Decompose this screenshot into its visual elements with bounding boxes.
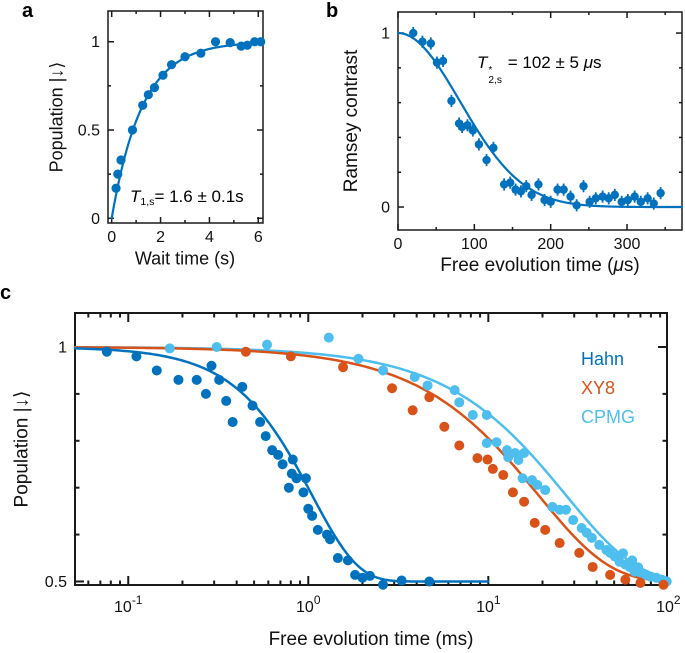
panel-c-xtick-label: 100 [296,593,321,616]
panel-a-xtick-label: 4 [205,229,214,246]
panel-c-series-hahn [101,346,435,590]
panel-b-xtick-label: 100 [461,236,488,253]
panel-b-xtick-label: 0 [394,236,403,253]
panel-b-xlabel: Free evolution time (μs) [440,255,640,276]
panel-c-fit-hahn [73,347,490,583]
panel-c-ylabel: Population |↓⟩ [11,390,33,508]
panel-a-letter: a [22,0,34,22]
legend-item-xy8: XY8 [581,378,616,398]
panel-a-series-spin-relaxation-data [111,37,266,193]
panel-a-ylabel: Population |↓⟩ [46,61,67,173]
panel-c-letter: c [0,282,12,304]
panel-a-xtick-label: 0 [107,229,116,246]
panel-b-series-ramsey-data [409,26,665,212]
panel-c-xtick-label: 102 [656,593,681,616]
panel-a-ytick-label: 1 [91,34,100,51]
panel-c-ytick-label: 0.5 [45,574,67,591]
panel-a-ytick-label: 0 [91,211,100,228]
panel-b-ytick-label: 1 [381,26,390,43]
panel-a-annotation: T1,s= 1.6 ± 0.1s [130,187,244,209]
panel-a-xtick-label: 6 [254,229,263,246]
panel-c-xtick-label: 10-1 [114,593,143,616]
panel-b-xtick-label: 200 [537,236,564,253]
panel-b-fit-ramsey-data [396,31,684,209]
panel-c-xtick-label: 101 [476,593,501,616]
panel-b-axes: 0 100 200 300 0 1 [381,11,684,253]
legend-item-hahn: Hahn [581,349,625,369]
panel-a-axes: 0 2 4 6 0 0.5 1 [78,10,266,246]
panel-b-xtick-label: 300 [614,236,641,253]
panel-b-ytick-label: 0 [381,200,390,217]
panel-c-fit-cpmg [73,345,669,580]
panel-c-axes: 10-1 100 101 102 0.5 1 [45,312,681,616]
panel-c-legend: Hahn XY8 CPMG [581,345,635,432]
panel-a-xlabel: Wait time (s) [134,248,236,269]
panel-b-ylabel: Ramsey contrast [341,49,362,193]
legend-item-cpmg: CPMG [581,407,635,427]
panel-c-xlabel: Free evolution time (ms) [268,629,474,650]
panel-c-fit-xy8 [73,346,669,583]
panel-b-annotation: T * 2,s = 102 ± 5 μs [477,53,602,87]
panel-c-series-cpmg [164,332,672,587]
panel-a-xtick-label: 2 [156,229,165,246]
panel-a-ytick-label: 0.5 [78,123,100,140]
panel-c-ytick-label: 1 [58,340,67,357]
panel-c-series-xy8 [240,346,669,590]
panel-b-letter: b [326,0,339,22]
